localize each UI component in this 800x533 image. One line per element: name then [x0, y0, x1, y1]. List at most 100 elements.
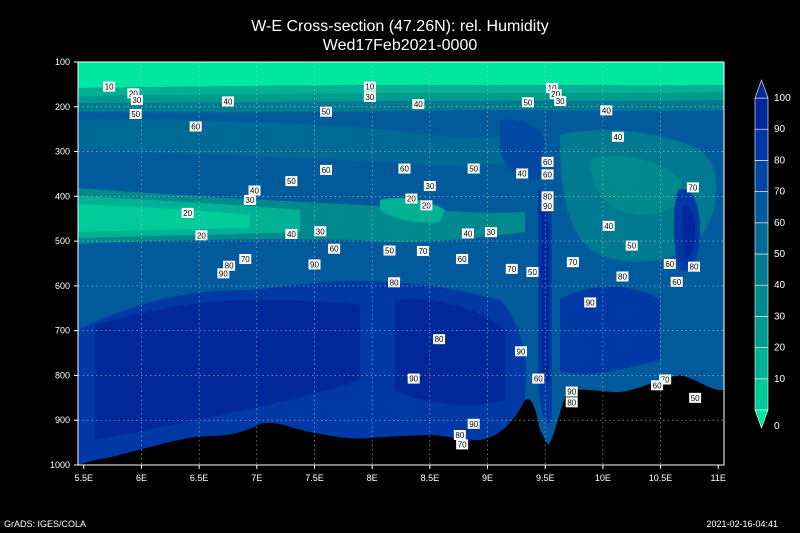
x-tick-label: 5.5E	[75, 473, 94, 483]
contour-label: 60	[458, 255, 467, 264]
contour-label: 30	[556, 97, 565, 106]
contour-label: 10	[105, 83, 114, 92]
contour-label: 40	[604, 222, 613, 231]
contour-label: 40	[463, 229, 472, 238]
contour-label-box	[285, 228, 298, 239]
colorbar-label: 30	[774, 311, 786, 322]
contour-label-box	[433, 334, 446, 345]
contour-label: 50	[691, 394, 700, 403]
contour-label-box	[453, 429, 466, 440]
contour-label: 70	[507, 265, 516, 274]
contour-label-box	[546, 82, 559, 93]
contour-label: 80	[690, 263, 699, 272]
contour-label: 80	[390, 278, 399, 287]
contour-label-box	[616, 271, 629, 282]
contour-label-box	[566, 257, 579, 268]
contour-label: 80	[618, 272, 627, 281]
colorbar-segment	[754, 128, 769, 161]
contour-label-box	[554, 95, 567, 106]
contour-label: 80	[543, 192, 552, 201]
software-credit: GrADS: IGES/COLA	[4, 519, 87, 529]
contour-label-box	[602, 220, 615, 231]
contour-label-box	[129, 108, 142, 119]
contour-label: 30	[132, 96, 141, 105]
contour-label: 50	[385, 247, 394, 256]
contour-label: 40	[613, 133, 622, 142]
contour-label-box	[398, 163, 411, 174]
humidity-field	[78, 62, 724, 465]
contour-label-box	[663, 258, 676, 269]
contour-label: 90	[586, 298, 595, 307]
contour-label: 70	[688, 183, 697, 192]
chart-subtitle: Wed17Feb2021-0000	[322, 37, 478, 54]
x-tick-label: 8E	[367, 473, 378, 483]
colorbar-label: 10	[774, 374, 786, 385]
contour-label-box	[127, 88, 140, 99]
contour-label-box	[416, 245, 429, 256]
colorbar-segment	[754, 347, 769, 380]
y-tick-label: 800	[55, 370, 70, 380]
contour-label-box	[328, 243, 341, 254]
contour-label-box	[423, 181, 436, 192]
y-tick-label: 700	[55, 326, 70, 336]
contour-label-box	[189, 121, 202, 132]
contour-label-box	[541, 191, 554, 202]
x-axis: 5.5E 6E 6.5E 7E 7.5E 8E 8.5E 9E 9.5E 10E 10.5E 11E	[75, 465, 726, 483]
contour-label: 80	[225, 262, 234, 271]
colorbar-label: 90	[774, 124, 786, 135]
contour-label: 50	[469, 165, 478, 174]
contour-label-box	[659, 374, 672, 385]
contour-label: 90	[219, 269, 228, 278]
y-tick-label: 200	[55, 102, 70, 112]
contour-label-box	[521, 97, 534, 108]
contour-label-box	[584, 297, 597, 308]
contour-label: 80	[435, 335, 444, 344]
contour-label-box	[532, 373, 545, 384]
contour-label: 70	[418, 247, 427, 256]
contour-label: 90	[517, 347, 526, 356]
x-tick-label: 7.5E	[305, 473, 324, 483]
contour-label: 30	[245, 196, 254, 205]
contour-label: 50	[322, 108, 331, 117]
contour-label-box	[221, 96, 234, 107]
contour-label: 50	[287, 177, 296, 186]
contour-label-box	[181, 207, 194, 218]
terrain-mask	[78, 375, 724, 465]
contour-label: 40	[602, 106, 611, 115]
contour-label: 60	[534, 375, 543, 384]
contour-label-box	[467, 418, 480, 429]
colorbar-top-arrow	[754, 79, 769, 99]
contour-label-box	[484, 227, 497, 238]
colorbar-label: 50	[774, 249, 786, 260]
colorbar-label: 60	[774, 218, 786, 229]
y-tick-label: 100	[55, 57, 70, 67]
contour-label-box	[243, 194, 256, 205]
y-tick-label: 1000	[50, 460, 70, 470]
x-tick-label: 6.5E	[190, 473, 209, 483]
contour-label-box	[565, 386, 578, 397]
colorbar-segment	[754, 160, 769, 192]
contour-label: 60	[543, 170, 552, 179]
contour-label-box	[670, 276, 683, 287]
colorbar-label: 20	[774, 343, 786, 354]
y-tick-label: 900	[55, 415, 70, 425]
contour-label-box	[320, 106, 333, 117]
colorbar-label: 70	[774, 187, 786, 198]
contour-label-box	[363, 81, 376, 92]
x-tick-label: 8.5E	[421, 473, 440, 483]
y-tick-label: 600	[55, 281, 70, 291]
contour-label: 60	[653, 381, 662, 390]
x-tick-label: 10E	[595, 473, 611, 483]
contour-label-box	[420, 200, 433, 211]
contour-label: 70	[458, 440, 467, 449]
plot-frame	[77, 61, 725, 466]
contour-label-box	[689, 392, 702, 403]
contour-label-box	[217, 268, 230, 279]
contour-label-box	[514, 346, 527, 357]
contour-label: 60	[665, 260, 674, 269]
contour-label: 90	[310, 260, 319, 269]
contour-label-box	[611, 131, 624, 142]
colorbar-label: 0	[774, 421, 780, 432]
